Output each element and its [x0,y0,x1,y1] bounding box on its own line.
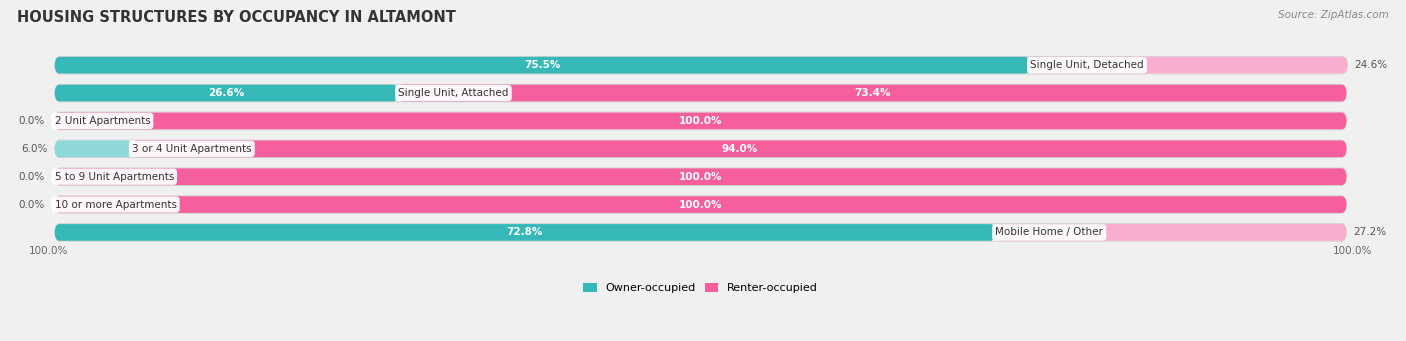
Text: 73.4%: 73.4% [855,88,891,98]
Text: 0.0%: 0.0% [18,172,44,182]
FancyBboxPatch shape [55,223,1347,242]
FancyBboxPatch shape [55,57,1347,74]
Text: 0.0%: 0.0% [18,116,44,126]
FancyBboxPatch shape [55,113,1347,129]
FancyBboxPatch shape [55,168,1347,185]
FancyBboxPatch shape [55,85,398,101]
Text: 100.0%: 100.0% [1333,247,1372,256]
Text: 75.5%: 75.5% [524,60,561,70]
FancyBboxPatch shape [55,140,1347,157]
FancyBboxPatch shape [55,139,1347,158]
Text: 100.0%: 100.0% [679,172,723,182]
Text: 100.0%: 100.0% [28,247,67,256]
FancyBboxPatch shape [1031,57,1348,74]
FancyBboxPatch shape [55,196,1347,213]
Text: 0.0%: 0.0% [18,199,44,210]
Text: Source: ZipAtlas.com: Source: ZipAtlas.com [1278,10,1389,20]
Text: 3 or 4 Unit Apartments: 3 or 4 Unit Apartments [132,144,252,154]
FancyBboxPatch shape [55,113,1347,129]
FancyBboxPatch shape [132,140,1347,157]
FancyBboxPatch shape [55,224,1347,241]
Text: Single Unit, Detached: Single Unit, Detached [1031,60,1143,70]
FancyBboxPatch shape [55,195,1347,214]
FancyBboxPatch shape [55,112,1347,130]
Text: 24.6%: 24.6% [1354,60,1388,70]
FancyBboxPatch shape [55,56,1347,74]
Text: 26.6%: 26.6% [208,88,245,98]
FancyBboxPatch shape [55,84,1347,102]
FancyBboxPatch shape [55,224,995,241]
FancyBboxPatch shape [55,57,1031,74]
Legend: Owner-occupied, Renter-occupied: Owner-occupied, Renter-occupied [583,283,818,294]
FancyBboxPatch shape [55,140,132,157]
Text: 27.2%: 27.2% [1353,227,1386,237]
FancyBboxPatch shape [55,167,1347,186]
Text: Single Unit, Attached: Single Unit, Attached [398,88,509,98]
FancyBboxPatch shape [398,85,1347,101]
FancyBboxPatch shape [55,168,1347,185]
FancyBboxPatch shape [55,85,1347,101]
Text: 100.0%: 100.0% [679,116,723,126]
Text: 6.0%: 6.0% [21,144,48,154]
FancyBboxPatch shape [55,196,1347,213]
Text: 72.8%: 72.8% [506,227,543,237]
Text: Mobile Home / Other: Mobile Home / Other [995,227,1104,237]
Text: 94.0%: 94.0% [721,144,758,154]
FancyBboxPatch shape [995,224,1347,241]
Text: 10 or more Apartments: 10 or more Apartments [55,199,177,210]
Text: 5 to 9 Unit Apartments: 5 to 9 Unit Apartments [55,172,174,182]
Text: 100.0%: 100.0% [679,199,723,210]
Text: HOUSING STRUCTURES BY OCCUPANCY IN ALTAMONT: HOUSING STRUCTURES BY OCCUPANCY IN ALTAM… [17,10,456,25]
Text: 2 Unit Apartments: 2 Unit Apartments [55,116,150,126]
